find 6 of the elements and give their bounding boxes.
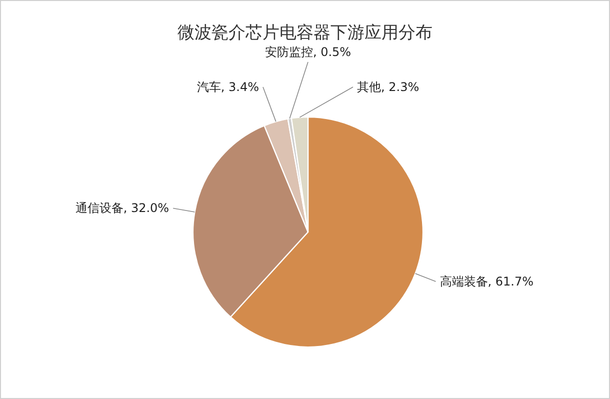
- chart-title: 微波瓷介芯片电容器下游应用分布: [178, 23, 432, 43]
- slice-label: 汽车, 3.4%: [196, 80, 259, 94]
- slice-label: 其他, 2.3%: [357, 80, 420, 94]
- slice-label: 高端装备, 61.7%: [440, 274, 534, 288]
- slice-label: 安防监控, 0.5%: [264, 45, 352, 59]
- slice-label: 通信设备, 32.0%: [75, 201, 170, 216]
